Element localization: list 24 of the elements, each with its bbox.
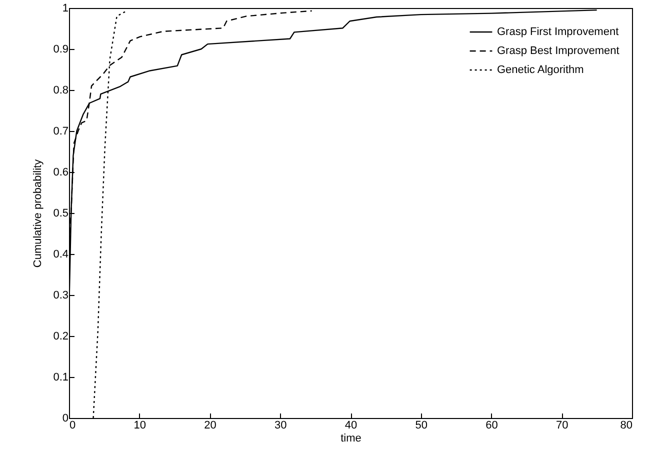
y-tick-label: 0.8 bbox=[53, 84, 68, 96]
y-tick-label: 0.3 bbox=[53, 290, 68, 302]
y-tick-label: 0.5 bbox=[53, 208, 68, 220]
x-tick-label: 0 bbox=[70, 420, 76, 432]
y-tick-label: 0.7 bbox=[53, 126, 68, 138]
legend-label: Grasp First Improvement bbox=[497, 26, 619, 38]
y-tick-label: 0.1 bbox=[53, 372, 68, 384]
y-tick-label: 0.6 bbox=[53, 166, 68, 178]
y-tick-label: 0.4 bbox=[53, 248, 68, 260]
y-tick-label: 1 bbox=[62, 2, 68, 14]
x-tick-label: 60 bbox=[486, 420, 498, 432]
x-tick-label: 40 bbox=[344, 420, 358, 432]
x-tick-label: 10 bbox=[134, 420, 146, 432]
y-axis-title: Cumulative probability bbox=[32, 158, 44, 268]
x-tick-label: 20 bbox=[204, 420, 216, 432]
legend-label: Grasp Best Improvement bbox=[497, 45, 620, 57]
legend-label: Genetic Algorithm bbox=[497, 64, 584, 76]
x-tick-label: 50 bbox=[415, 420, 428, 432]
x-tick-label: 70 bbox=[556, 420, 568, 432]
y-tick-label: 0.9 bbox=[53, 44, 68, 56]
x-tick-label: 80 bbox=[620, 420, 632, 432]
y-tick-label: 0.2 bbox=[53, 330, 68, 342]
x-axis-title: time bbox=[340, 432, 362, 444]
x-tick-label: 30 bbox=[274, 420, 287, 432]
